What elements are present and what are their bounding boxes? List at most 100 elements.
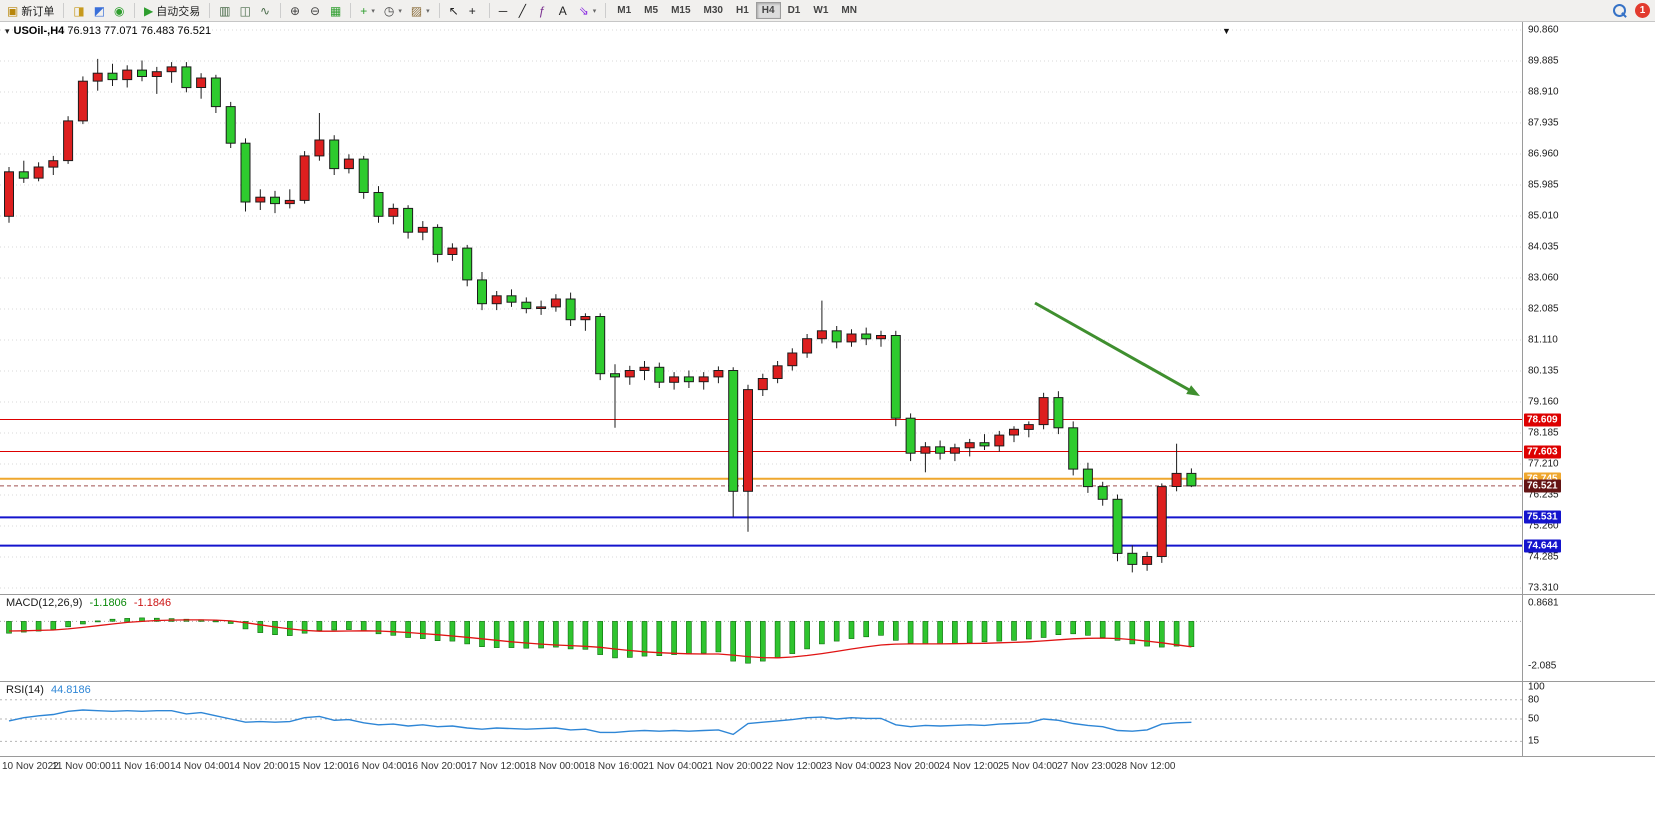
chart-tab-caret-icon[interactable]: ▾ — [5, 26, 10, 36]
macd-axis-label: -2.085 — [1528, 660, 1557, 672]
macd-signal-value: -1.1846 — [133, 597, 172, 609]
dropdown-caret-icon: ▾ — [592, 7, 597, 15]
dropdown-caret-icon: ▾ — [426, 7, 430, 15]
macd-histogram — [6, 617, 1195, 664]
rsi-line — [8, 709, 1192, 736]
timeframe-button-H4[interactable]: H4 — [755, 2, 781, 19]
notification-badge[interactable]: 1 — [1635, 3, 1650, 18]
candlestick-button[interactable]: ◫ — [236, 1, 255, 20]
time-axis-label: 22 Nov 12:00 — [762, 761, 822, 772]
macd-name: MACD(12,26,9) — [6, 597, 83, 609]
horizontal-line-button-icon: ─ — [498, 3, 508, 18]
trendline-button-icon: ╱ — [518, 3, 526, 18]
price-grid — [0, 29, 1522, 589]
time-axis-label: 18 Nov 00:00 — [525, 761, 585, 772]
main-chart[interactable]: ▼ — [0, 22, 1522, 594]
horizontal-lines[interactable] — [0, 419, 1522, 547]
price-axis-label: 78.185 — [1528, 427, 1559, 439]
timeframe-button-H1[interactable]: H1 — [735, 5, 749, 16]
indicators-button[interactable]: + ▾ — [356, 1, 379, 20]
time-axis-label: 21 Nov 04:00 — [643, 761, 703, 772]
rsi-axis-label: 100 — [1528, 681, 1545, 693]
time-axis-label: 14 Nov 04:00 — [170, 761, 230, 772]
trend-arrow-annotation[interactable] — [1034, 301, 1200, 396]
price-badge-74.644: 74.644 — [1524, 539, 1561, 553]
price-axis-label: 80.135 — [1528, 365, 1559, 377]
toolbar-separator — [209, 3, 211, 18]
bar-chart-button[interactable]: ▥ — [215, 1, 234, 20]
rsi-panel[interactable] — [0, 682, 1522, 756]
bar-chart-button-icon: ▥ — [219, 3, 231, 18]
auto-trading-button-icon: ▶ — [144, 3, 154, 18]
timeframe-button-MN[interactable]: MN — [841, 5, 857, 16]
templates-button[interactable]: ▨ ▾ — [407, 1, 434, 20]
periods-button[interactable]: ◷ ▾ — [380, 1, 406, 20]
price-axis-label: 73.310 — [1528, 582, 1559, 594]
panel-separator[interactable] — [0, 594, 1655, 595]
time-axis-label: 24 Nov 12:00 — [939, 761, 999, 772]
timeframe-button-D1[interactable]: D1 — [787, 5, 801, 16]
text-button[interactable]: A — [555, 1, 574, 20]
price-badge-76.521: 76.521 — [1524, 479, 1561, 493]
price-axis-label: 81.110 — [1528, 334, 1558, 346]
price-axis[interactable]: 90.860 89.885 88.910 87.935 86.960 85.985 85.0… — [1522, 22, 1655, 757]
time-axis-label: 14 Nov 20:00 — [229, 761, 289, 772]
zoom-in-button[interactable]: ⊕ — [286, 1, 305, 20]
new-order-button-icon: ▣ — [7, 3, 19, 18]
tile-windows-button[interactable]: ▦ — [326, 1, 345, 20]
crosshair-button-icon: + — [468, 3, 476, 18]
time-axis-label: 16 Nov 04:00 — [348, 761, 408, 772]
new-order-button-label: 新订单 — [21, 5, 55, 18]
panel-separator[interactable] — [0, 681, 1655, 682]
line-chart-button[interactable]: ∿ — [256, 1, 275, 20]
price-axis-label: 85.010 — [1528, 210, 1559, 222]
panel-separator — [0, 756, 1655, 757]
arrows-button[interactable]: ⇘ ▾ — [575, 1, 601, 20]
search-icon[interactable] — [1612, 3, 1627, 18]
candlesticks — [4, 58, 1197, 573]
new-chart-button[interactable]: ◨ — [69, 1, 88, 20]
toolbar-separator — [488, 3, 490, 18]
toolbar-separator — [134, 3, 136, 18]
macd-panel[interactable] — [0, 595, 1522, 681]
timeframe-button-W1[interactable]: W1 — [813, 5, 829, 16]
price-axis-label: 86.960 — [1528, 148, 1559, 160]
macd-label: MACD(12,26,9) -1.1806 -1.1846 — [6, 597, 171, 609]
time-axis[interactable]: 10 Nov 2022 11 Nov 00:00 11 Nov 16:00 14 No… — [0, 757, 1522, 779]
price-axis-label: 79.160 — [1528, 396, 1559, 408]
timeframe-button-M15[interactable]: M15 — [671, 5, 691, 16]
time-axis-label: 10 Nov 2022 — [2, 761, 59, 772]
rsi-axis-label: 80 — [1528, 694, 1540, 706]
time-axis-label: 21 Nov 20:00 — [702, 761, 762, 772]
price-axis-label: 87.935 — [1528, 117, 1559, 129]
rsi-value: 44.8186 — [50, 684, 91, 696]
new-order-button[interactable]: ▣ 新订单 — [3, 1, 58, 20]
trendline-button[interactable]: ╱ — [515, 1, 534, 20]
toolbar-separator — [350, 3, 352, 18]
candlestick-button-icon: ◫ — [239, 3, 251, 18]
toolbar-separator — [279, 3, 281, 18]
line-chart-button-icon: ∿ — [259, 3, 271, 18]
time-axis-label: 25 Nov 04:00 — [998, 761, 1058, 772]
profiles-button[interactable]: ◩ — [90, 1, 109, 20]
cursor-button[interactable]: ↖ — [445, 1, 464, 20]
timeframe-button-M30[interactable]: M30 — [703, 5, 723, 16]
toolbar: ▣ 新订单 ◨ ◩ ◉ ▶ 自动交易 ▥ ◫ ∿ ⊕ ⊖ ▦ + ▾ ◷ ▾ ▨ ▾ ↖ + ─ ╱ ƒ A ⇘ ▾ M1 M5 M15 M… — [0, 0, 1655, 22]
timeframe-button-M1[interactable]: M1 — [617, 5, 632, 16]
price-axis-label: 82.085 — [1528, 303, 1559, 315]
horizontal-line-button[interactable]: ─ — [495, 1, 514, 20]
market-watch-button[interactable]: ◉ — [110, 1, 129, 20]
cursor-button-icon: ↖ — [448, 3, 459, 18]
text-button-icon: A — [558, 3, 567, 18]
time-axis-label: 16 Nov 20:00 — [407, 761, 467, 772]
zoom-out-button[interactable]: ⊖ — [306, 1, 325, 20]
chart-shift-marker-icon[interactable]: ▼ — [1222, 26, 1231, 36]
auto-trading-button[interactable]: ▶ 自动交易 — [140, 1, 204, 20]
fibonacci-button[interactable]: ƒ — [535, 1, 554, 20]
toolbar-separator — [605, 3, 607, 18]
chart-title: ▾ USOil-,H4 76.913 77.071 76.483 76.521 — [5, 25, 211, 37]
timeframe-button-M5[interactable]: M5 — [644, 5, 659, 16]
time-axis-label: 18 Nov 16:00 — [584, 761, 644, 772]
crosshair-button[interactable]: + — [465, 1, 484, 20]
rsi-level-lines — [0, 699, 1522, 742]
